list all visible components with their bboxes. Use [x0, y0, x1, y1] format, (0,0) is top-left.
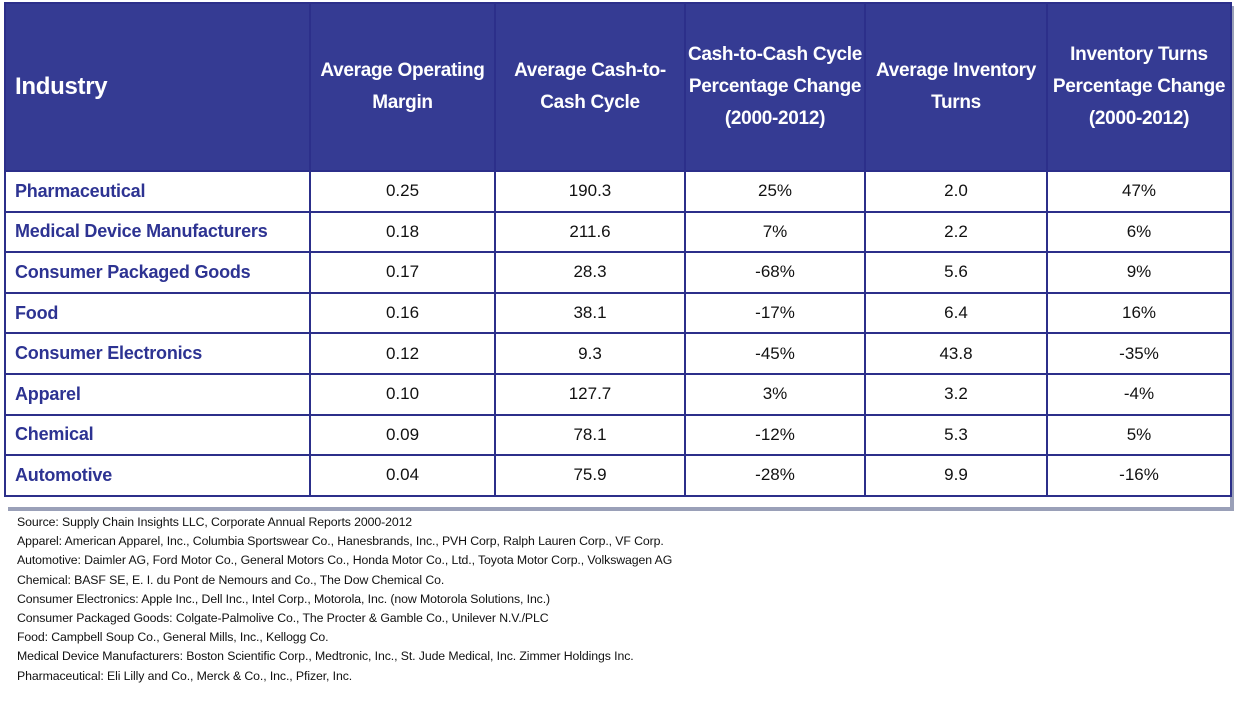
industry-cell: Automotive [4, 454, 311, 497]
inventory-turns-change-cell: 9% [1046, 251, 1232, 294]
industry-cell: Apparel [4, 372, 311, 416]
table-row: Chemical 0.09 78.1 -12% 5.3 5% [4, 413, 1232, 457]
cash-to-cash-change-cell: -17% [684, 291, 866, 335]
operating-margin-cell: 0.04 [309, 454, 496, 497]
food-note-line: Food: Campbell Soup Co., General Mills, … [17, 630, 329, 645]
inventory-turns-change-cell: -4% [1046, 372, 1232, 416]
cash-to-cash-cell: 28.3 [494, 251, 686, 294]
cash-to-cash-change-cell: -68% [684, 251, 866, 294]
consumer-electronics-note-line: Consumer Electronics: Apple Inc., Dell I… [17, 591, 551, 606]
cash-to-cash-change-cell: -28% [684, 454, 866, 497]
operating-margin-cell: 0.10 [309, 372, 496, 416]
cash-to-cash-cell: 211.6 [494, 210, 686, 254]
inventory-turns-cell: 5.6 [864, 251, 1048, 294]
inventory-turns-cell: 43.8 [864, 332, 1048, 375]
cash-to-cash-change-cell: -45% [684, 332, 866, 375]
inventory-turns-cell: 6.4 [864, 291, 1048, 335]
industry-cell: Food [4, 291, 311, 335]
cash-to-cash-cell: 9.3 [494, 332, 686, 375]
table-header-row: Industry Average Operating Margin Averag… [4, 2, 1232, 172]
table-row: Consumer Electronics 0.12 9.3 -45% 43.8 … [4, 332, 1232, 375]
header-inventory-turns-percentage-change: Inventory Turns Percentage Change (2000-… [1046, 2, 1232, 172]
cash-to-cash-change-cell: 3% [684, 372, 866, 416]
inventory-turns-change-cell: 16% [1046, 291, 1232, 335]
source-note-line: Source: Supply Chain Insights LLC, Corpo… [17, 515, 413, 529]
operating-margin-cell: 0.12 [309, 332, 496, 375]
industry-cell: Consumer Electronics [4, 332, 311, 375]
cash-to-cash-cell: 190.3 [494, 170, 686, 213]
header-industry: Industry [4, 2, 311, 172]
inventory-turns-change-cell: -16% [1046, 454, 1232, 497]
operating-margin-cell: 0.09 [309, 413, 496, 457]
inventory-turns-cell: 3.2 [864, 372, 1048, 416]
industry-cell: Pharmaceutical [4, 170, 311, 213]
operating-margin-cell: 0.17 [309, 251, 496, 294]
industry-cell: Medical Device Manufacturers [4, 210, 311, 254]
industry-cell: Chemical [4, 413, 311, 457]
table-row: Pharmaceutical 0.25 190.3 25% 2.0 47% [4, 170, 1232, 213]
consumer-packaged-goods-note-line: Consumer Packaged Goods: Colgate-Palmoli… [17, 611, 549, 626]
table-row: Medical Device Manufacturers 0.18 211.6 … [4, 210, 1232, 254]
inventory-turns-change-cell: -35% [1046, 332, 1232, 375]
cash-to-cash-change-cell: -12% [684, 413, 866, 457]
operating-margin-cell: 0.16 [309, 291, 496, 335]
medical-device-note-line: Medical Device Manufacturers: Boston Sci… [17, 649, 634, 664]
industry-cell: Consumer Packaged Goods [4, 251, 311, 294]
source-notes: Source: Supply Chain Insights LLC, Corpo… [17, 513, 1217, 686]
cash-to-cash-change-cell: 25% [684, 170, 866, 213]
inventory-turns-change-cell: 6% [1046, 210, 1232, 254]
pharmaceutical-note-line: Pharmaceutical: Eli Lilly and Co., Merck… [17, 668, 353, 683]
cash-to-cash-change-cell: 7% [684, 210, 866, 254]
table-row: Consumer Packaged Goods 0.17 28.3 -68% 5… [4, 251, 1232, 294]
inventory-turns-cell: 2.0 [864, 170, 1048, 213]
apparel-note-line: Apparel: American Apparel, Inc., Columbi… [17, 534, 664, 549]
operating-margin-cell: 0.25 [309, 170, 496, 213]
header-cash-to-cash-percentage-change: Cash-to-Cash Cycle Percentage Change (20… [684, 2, 866, 172]
inventory-turns-change-cell: 5% [1046, 413, 1232, 457]
industry-metrics-table: Industry Average Operating Margin Averag… [4, 2, 1232, 497]
cash-to-cash-cell: 78.1 [494, 413, 686, 457]
inventory-turns-cell: 9.9 [864, 454, 1048, 497]
header-average-inventory-turns: Average Inventory Turns [864, 2, 1048, 172]
inventory-turns-cell: 5.3 [864, 413, 1048, 457]
inventory-turns-change-cell: 47% [1046, 170, 1232, 213]
header-average-operating-margin: Average Operating Margin [309, 2, 496, 172]
table-row: Apparel 0.10 127.7 3% 3.2 -4% [4, 372, 1232, 416]
cash-to-cash-cell: 127.7 [494, 372, 686, 416]
inventory-turns-cell: 2.2 [864, 210, 1048, 254]
operating-margin-cell: 0.18 [309, 210, 496, 254]
cash-to-cash-cell: 75.9 [494, 454, 686, 497]
industry-metrics-table-container: Industry Average Operating Margin Averag… [4, 2, 1232, 507]
table-row: Automotive 0.04 75.9 -28% 9.9 -16% [4, 454, 1232, 497]
chemical-note-line: Chemical: BASF SE, E. I. du Pont de Nemo… [17, 572, 445, 587]
cash-to-cash-cell: 38.1 [494, 291, 686, 335]
automotive-note-line: Automotive: Daimler AG, Ford Motor Co., … [17, 553, 673, 568]
table-row: Food 0.16 38.1 -17% 6.4 16% [4, 291, 1232, 335]
header-average-cash-to-cash-cycle: Average Cash-to-Cash Cycle [494, 2, 686, 172]
